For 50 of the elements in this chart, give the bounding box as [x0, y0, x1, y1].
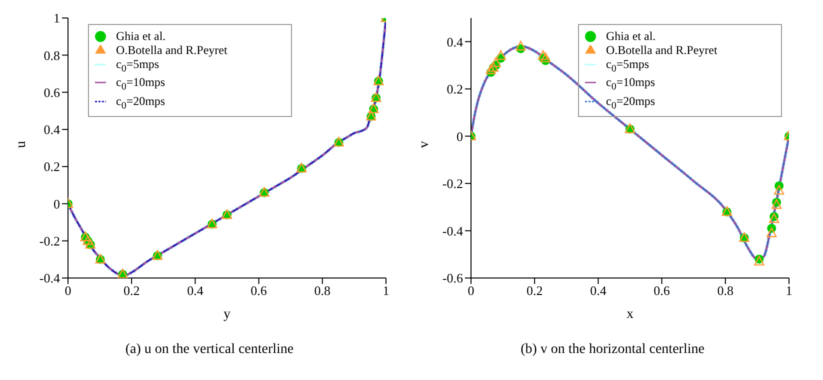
y-tick-label: -0.6: [442, 270, 464, 286]
x-tick-label: 0: [64, 283, 72, 298]
x-tick-label: 1: [786, 283, 792, 298]
legend-label: c$_{0}$=20mps: [116, 94, 166, 112]
y-tick-label: 0: [456, 128, 463, 144]
legend-label: c$_{0}$=20mps: [606, 94, 656, 112]
point: [538, 50, 548, 60]
legend-label: O.Botella and R.Peyret: [116, 43, 228, 57]
y-tick-label: -0.2: [39, 233, 60, 248]
y-axis-title: v: [416, 141, 432, 148]
text: (b) v on the horizontal centerline: [520, 342, 706, 358]
y-tick-label: 1: [54, 10, 60, 26]
legend-label: Ghia et al.: [116, 29, 166, 43]
point: [766, 227, 777, 238]
legend-label: c$_{0}$=10mps: [116, 75, 166, 93]
x-axis-title: y: [224, 307, 230, 322]
y-tick-label: -0.4: [39, 270, 60, 286]
point: [490, 57, 501, 68]
legend-label: O.Botella and R.Peyret: [606, 43, 718, 57]
point: [486, 64, 496, 74]
x-tick-label: 0.6: [250, 283, 268, 298]
x-tick-label: 1: [382, 283, 390, 298]
legend-label: c$_{0}$=5mps: [116, 57, 160, 74]
y-tick-label: 0.4: [446, 34, 464, 50]
x-tick-label: 0: [468, 283, 474, 298]
x-tick-label: 0.8: [314, 283, 331, 298]
x-tick-label: 0.2: [123, 283, 140, 298]
legend-label: c$_{0}$=10mps: [606, 75, 656, 93]
y-tick-label: -0.4: [442, 223, 464, 238]
x-tick-label: 0.8: [717, 283, 734, 298]
x-tick-label: 0.4: [187, 283, 204, 298]
y-tick-label: -0.2: [442, 176, 463, 192]
x-tick-label: 0.6: [654, 283, 670, 298]
point: [540, 52, 551, 62]
y-tick-label: 0: [54, 196, 60, 212]
point: [774, 184, 784, 195]
y-tick-label: 0.6: [44, 84, 60, 100]
point: [496, 50, 506, 60]
x-axis-title: x: [626, 307, 634, 322]
y-tick-label: 0.2: [446, 82, 463, 97]
x-tick-label: 0.4: [590, 283, 607, 298]
legend-label: c$_{0}$=5mps: [606, 57, 650, 74]
y-tick-label: 0.4: [44, 122, 60, 138]
legend-label: Ghia et al.: [606, 29, 656, 43]
y-tick-label: 0.2: [44, 159, 60, 174]
point: [516, 40, 526, 50]
y-tick-label: 0.8: [44, 48, 60, 63]
x-tick-label: 0.2: [526, 283, 543, 298]
y-axis-title: u: [14, 141, 29, 148]
text: (a) u on the vertical centerline: [124, 342, 295, 358]
